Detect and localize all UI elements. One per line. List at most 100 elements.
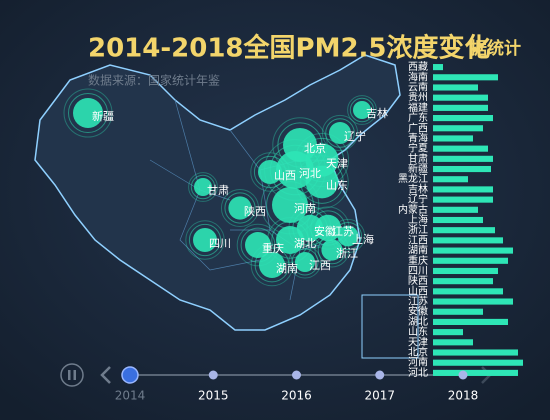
bubble-ripple [224, 192, 256, 224]
y-tick-label: 山东 [408, 325, 428, 338]
y-tick-label: 江苏 [408, 295, 428, 308]
bar [433, 237, 503, 244]
y-tick-label: 辽宁 [408, 193, 428, 206]
bubble-ripple [317, 235, 347, 265]
y-tick-label: 海南 [408, 70, 428, 83]
timeline-point[interactable] [208, 370, 218, 380]
prev-button[interactable] [100, 366, 111, 384]
y-tick-label: 陕西 [408, 274, 428, 287]
bubble-ripple [185, 220, 225, 260]
bubble-ripple [291, 248, 319, 276]
province-label: 四川 [209, 237, 231, 250]
bubble [245, 232, 271, 258]
bubble-ripple [271, 221, 309, 259]
y-tick-label: 甘肃 [408, 152, 428, 165]
bar [433, 359, 523, 366]
bar [433, 104, 488, 111]
timeline-label: 2014 [115, 389, 146, 403]
bubble [194, 178, 212, 196]
bubble [228, 196, 252, 220]
bar [433, 94, 488, 101]
timeline-current[interactable] [121, 366, 139, 384]
bar [433, 349, 518, 356]
bar [433, 247, 513, 254]
bubble-ripple [321, 114, 359, 152]
timeline-label: 2016 [281, 389, 312, 403]
timeline-point[interactable] [458, 370, 468, 380]
y-tick-label: 安徽 [408, 305, 428, 318]
bar [433, 145, 488, 152]
y-tick-label: 河北 [408, 367, 428, 379]
province-label: 天津 [326, 157, 348, 170]
bubble-ripple [300, 160, 344, 204]
province-label: 上海 [352, 232, 374, 246]
y-tick-label: 北京 [408, 346, 428, 359]
timeline-point[interactable] [292, 370, 301, 380]
y-tick-label: 宁夏 [408, 142, 428, 155]
y-tick-label: 湖南 [408, 244, 428, 257]
bar [433, 135, 473, 142]
y-tick-label: 吉林 [408, 182, 428, 195]
province-label: 甘肃 [207, 184, 229, 197]
bubble-ripple [190, 174, 216, 200]
timeline-point[interactable] [375, 370, 385, 380]
y-tick-label: 江西 [408, 234, 428, 246]
bar [433, 288, 503, 295]
bar [433, 155, 493, 162]
bubble-ripple [220, 188, 260, 228]
y-tick-label: 广东 [408, 111, 428, 124]
province-label: 山西 [274, 169, 296, 182]
y-tick-label: 河南 [408, 356, 428, 369]
play-button[interactable] [60, 363, 84, 387]
bar [433, 369, 518, 376]
bubble [321, 239, 343, 261]
bubble-ripple [349, 97, 375, 123]
bubble [276, 226, 304, 254]
y-tick-label: 四川 [408, 266, 428, 277]
province-label: 江西 [309, 259, 331, 272]
bubble [73, 98, 103, 128]
province-label: 北京 [304, 141, 326, 155]
chart-subtitle: 数据来源：国家统计年鉴 [88, 73, 220, 88]
bubble-ripple [188, 223, 222, 257]
bubble [329, 122, 351, 144]
south-sea-inset [361, 294, 419, 359]
bubble [353, 101, 371, 119]
province-label: 重庆 [262, 241, 284, 255]
bar [433, 227, 495, 234]
bubble-ripple [188, 172, 218, 202]
bar-title: 据统计 [470, 38, 521, 59]
timeline-label: 2015 [198, 389, 229, 403]
pause-icon [73, 370, 76, 380]
bar [433, 308, 483, 315]
bar [433, 125, 483, 132]
bar [433, 216, 483, 224]
province-label: 湖北 [294, 237, 316, 250]
bar [433, 257, 508, 264]
chart-title: 2014-2018全国PM2.5浓度变化 [88, 33, 491, 64]
province-label: 陕西 [244, 204, 266, 218]
bar [433, 165, 491, 173]
y-tick-label: 重庆 [408, 254, 428, 267]
province-label: 辽宁 [344, 129, 366, 143]
bubble-ripple [254, 247, 290, 283]
bubble [295, 252, 315, 272]
bubble-ripple [314, 232, 350, 268]
y-tick-label: 天津 [408, 336, 428, 348]
y-tick-label: 山西 [408, 285, 428, 297]
bubble [259, 252, 285, 278]
y-tick-label: 广西 [408, 122, 428, 134]
bar [433, 84, 478, 91]
bar [433, 176, 468, 183]
bar [433, 278, 493, 285]
bar [433, 64, 443, 71]
province-label: 安徽 [314, 224, 336, 238]
bubble-ripple [63, 88, 113, 138]
province-label: 吉林 [366, 106, 388, 120]
province-label: 河南 [294, 202, 316, 215]
bar [433, 206, 478, 213]
y-tick-label: 云南 [408, 80, 428, 93]
y-tick-label: 内蒙古 [398, 203, 428, 216]
